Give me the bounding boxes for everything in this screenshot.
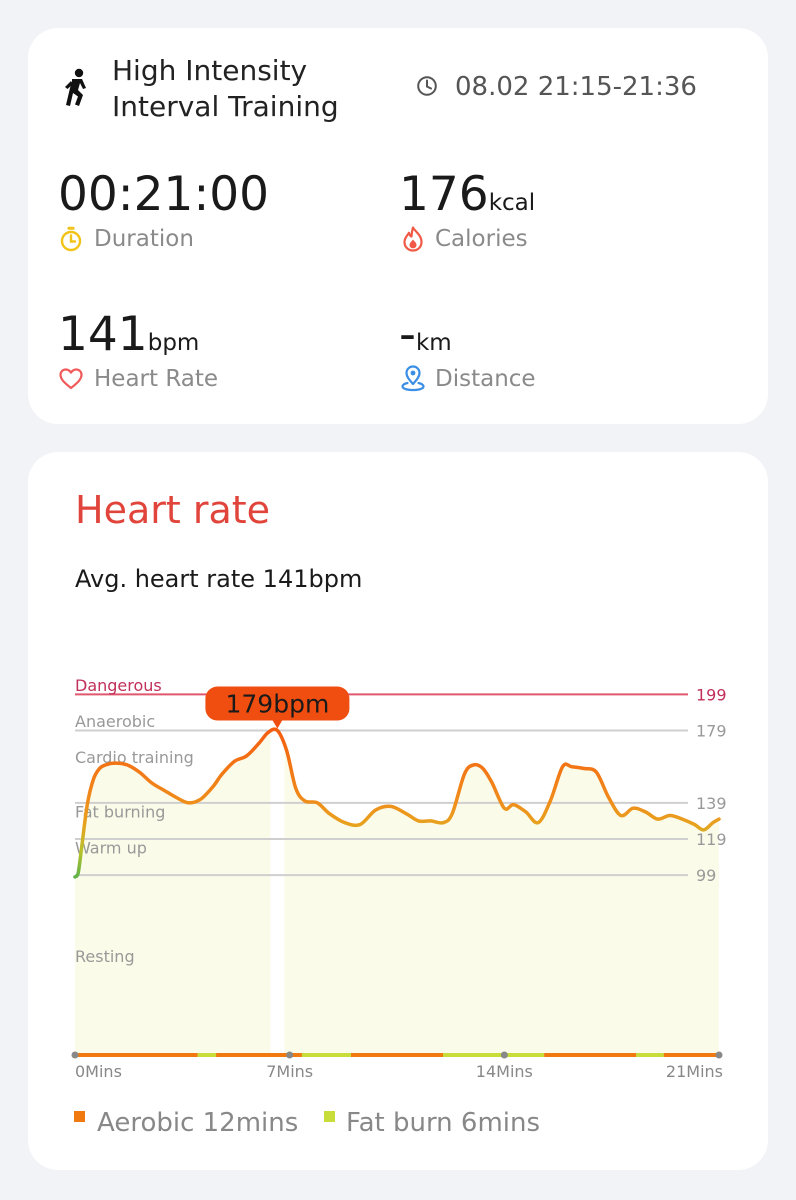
zone-bar-segment xyxy=(636,1053,664,1057)
distance-value: - xyxy=(399,307,416,362)
reference-label-99: 99 xyxy=(696,866,716,885)
heart-rate-unit: bpm xyxy=(147,330,200,356)
calories-value: 176 xyxy=(399,167,489,222)
legend-aerobic-swatch xyxy=(74,1111,85,1122)
duration-label: Duration xyxy=(94,226,194,252)
x-tick-dot xyxy=(286,1051,294,1059)
flame-icon xyxy=(401,226,425,252)
heart-icon xyxy=(59,368,83,390)
heart-rate-line xyxy=(73,727,721,879)
peak-tooltip-label: 179bpm xyxy=(225,690,329,719)
legend-aerobic-label: Aerobic 12mins xyxy=(97,1108,299,1138)
x-tick-dot xyxy=(500,1051,508,1059)
legend-fat-burn-label: Fat burn 6mins xyxy=(346,1108,541,1138)
clock-icon xyxy=(416,75,438,97)
legend-fat-burn-swatch xyxy=(324,1111,335,1122)
peak-highlight xyxy=(270,730,285,1054)
average-heart-rate: Avg. heart rate 141bpm xyxy=(75,565,363,593)
distance-metric: -km xyxy=(399,309,452,361)
heart-rate-title: Heart rate xyxy=(75,488,271,532)
x-tick-dot xyxy=(71,1051,79,1059)
x-tick-label: 14Mins xyxy=(476,1062,533,1081)
calories-label: Calories xyxy=(435,226,528,252)
zone-bar-segment xyxy=(351,1053,443,1057)
x-tick-label: 7Mins xyxy=(266,1062,313,1081)
peak-tooltip-pointer xyxy=(271,718,284,729)
heart-rate-metric: 141bpm xyxy=(58,309,199,361)
zone-bar-segment xyxy=(663,1053,719,1057)
zone-label-warm-up: Warm up xyxy=(75,838,147,857)
workout-summary-card: High Intensity Interval Training 08.02 2… xyxy=(28,28,768,424)
zone-bar-segment xyxy=(216,1053,302,1057)
distance-unit: km xyxy=(415,330,452,356)
heart-rate-value: 141 xyxy=(58,307,148,362)
zone-label-dangerous: Dangerous xyxy=(75,676,162,695)
reference-label-119: 119 xyxy=(696,830,727,849)
distance-label: Distance xyxy=(435,366,536,392)
calories-unit: kcal xyxy=(488,190,536,216)
running-person-icon xyxy=(62,68,90,108)
heart-rate-label: Heart Rate xyxy=(94,366,219,392)
reference-label-199: 199 xyxy=(696,685,727,704)
workout-title-line1: High Intensity xyxy=(112,54,308,87)
zone-label-cardio-training: Cardio training xyxy=(75,748,194,767)
heart-rate-chart[interactable]: 199 179 139 119 99 Dangerous Anaerobic Cardio t… xyxy=(28,452,768,1170)
peak-tooltip[interactable] xyxy=(205,686,350,721)
x-tick-dot xyxy=(715,1051,723,1059)
heart-rate-card: Heart rate Avg. heart rate 141bpm 199 179… xyxy=(28,452,768,1170)
zone-label-resting: Resting xyxy=(75,947,135,966)
reference-label-139: 139 xyxy=(696,794,727,813)
zone-label-fat-burning: Fat burning xyxy=(75,802,165,821)
zone-bar-segment xyxy=(544,1053,637,1057)
duration-value: 00:21:00 xyxy=(58,167,270,222)
location-pin-icon xyxy=(401,364,425,392)
calories-metric: 176kcal xyxy=(399,169,535,221)
heart-rate-area xyxy=(75,729,719,1054)
zone-bar-segment xyxy=(197,1053,217,1057)
zone-bar-segment xyxy=(443,1053,545,1057)
zone-bar-segment xyxy=(78,1053,198,1057)
zone-bar-segment xyxy=(301,1053,351,1057)
stopwatch-icon xyxy=(59,226,83,252)
x-tick-label: 0Mins xyxy=(75,1062,122,1081)
workout-time-range: 08.02 21:15-21:36 xyxy=(455,72,697,102)
workout-title-line2: Interval Training xyxy=(112,90,339,123)
zone-label-anaerobic: Anaerobic xyxy=(75,712,155,731)
reference-label-179: 179 xyxy=(696,722,727,741)
x-tick-label: 21Mins xyxy=(666,1062,723,1081)
